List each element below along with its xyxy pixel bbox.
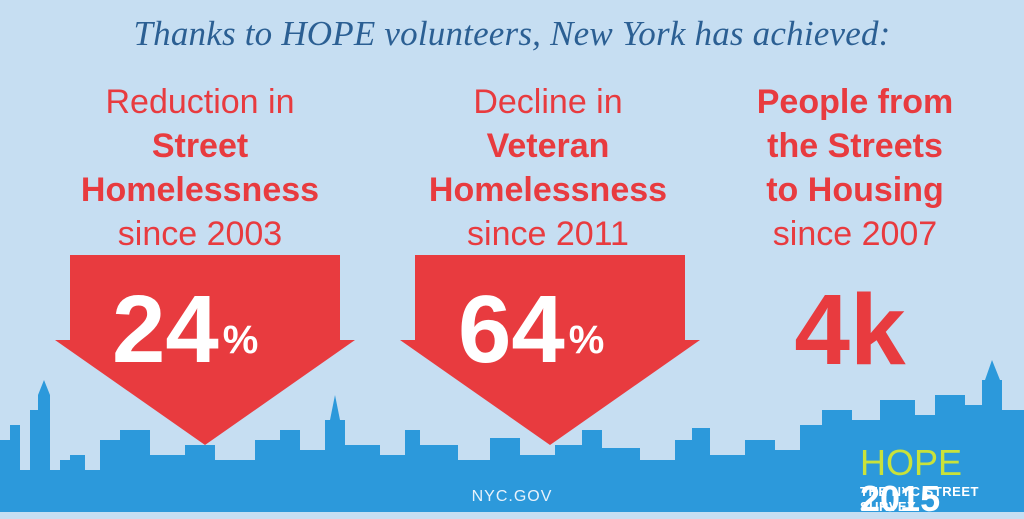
- stat-2-line-2: Veteran: [486, 127, 610, 165]
- stat-2-number: 64: [458, 276, 565, 383]
- stat-3-line-1: People from: [756, 83, 954, 121]
- stat-2-value: 64%: [458, 282, 604, 378]
- stat-2-line-3: Homelessness: [428, 171, 668, 209]
- stat-3-line-3: to Housing: [766, 171, 944, 209]
- hope-logo: HOPE 2015: [860, 445, 1024, 517]
- stat-3-line-4: since 2007: [772, 215, 938, 253]
- hope-logo-word: HOPE: [860, 442, 963, 483]
- stat-1-number: 24: [112, 276, 219, 383]
- stat-1-line-4: since 2003: [117, 215, 283, 253]
- stat-3-line-2: the Streets: [767, 127, 943, 165]
- down-arrow-icon: [400, 255, 700, 445]
- stat-1-suffix: %: [222, 318, 259, 362]
- stat-street-homelessness-text: Reduction in Street Homelessness since 2…: [40, 80, 360, 256]
- stat-1-value: 24%: [112, 282, 258, 378]
- stat-1-line-3: Homelessness: [80, 171, 320, 209]
- stat-1-line-2: Street: [151, 127, 249, 165]
- headline: Thanks to HOPE volunteers, New York has …: [133, 14, 891, 53]
- stat-2-line-1: Decline in: [473, 83, 623, 121]
- stat-2-suffix: %: [568, 318, 605, 362]
- down-arrow-icon: [55, 255, 355, 445]
- stat-3-value: 4k: [794, 274, 906, 386]
- survey-subtitle: THE NYC STREET SURVEY: [860, 484, 979, 514]
- stat-2-line-4: since 2011: [467, 215, 629, 253]
- nyc-gov-link[interactable]: NYC.GOV: [471, 488, 553, 505]
- stat-1-line-1: Reduction in: [105, 83, 295, 121]
- stat-streets-to-housing-text: People from the Streets to Housing since…: [720, 80, 990, 256]
- stat-veteran-homelessness-text: Decline in Veteran Homelessness since 20…: [388, 80, 708, 256]
- hope-logo-year: 2015: [860, 478, 941, 519]
